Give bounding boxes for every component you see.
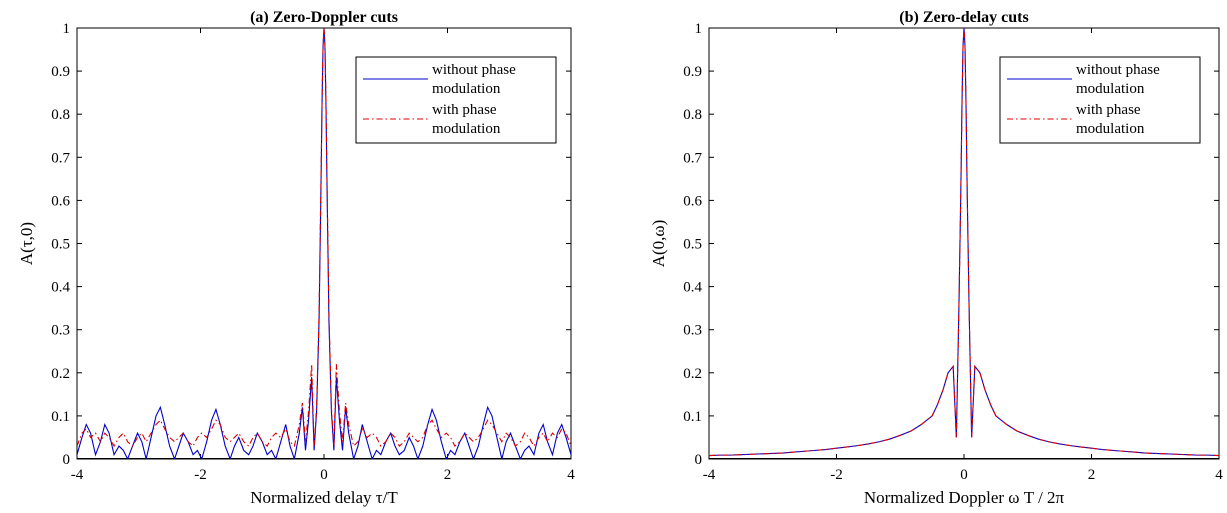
y-tick-label: 1 [695, 21, 703, 37]
legend: without phase modulation with phase modulat… [999, 56, 1201, 144]
chart-panel-a: 0 0.1 0.2 0.3 0.4 0.5 0.6 0.7 0.8 0.9 1 -4 -2 0 2 4 (a) … [17, 9, 575, 507]
x-tick-label: -4 [71, 467, 84, 483]
legend-box [355, 56, 557, 144]
x-tick-label: 0 [320, 467, 328, 483]
x-tick-label: 4 [567, 467, 575, 483]
y-axis-label: A(0,ω) [649, 220, 668, 268]
series-line-without-phase-modulation [77, 28, 571, 459]
legend: without phase modulation with phase modulat… [355, 56, 557, 144]
y-tick-label: 0.6 [51, 193, 70, 209]
legend-label: without phase [1076, 62, 1160, 78]
y-tick-label: 0.1 [683, 409, 702, 425]
y-tick-label: 0.5 [683, 237, 702, 253]
legend-label: modulation [432, 121, 501, 137]
y-tick-label: 0.9 [51, 64, 70, 80]
legend-label: modulation [1076, 121, 1145, 137]
y-tick-label: 0.8 [683, 107, 702, 123]
x-axis-label: Normalized delay τ/T [250, 488, 398, 507]
y-tick-label: 0 [63, 452, 71, 468]
y-tick-label: 0.7 [51, 150, 70, 166]
y-tick-label: 0.9 [683, 64, 702, 80]
series-line-with-phase-modulation [709, 28, 1219, 457]
chart-panel-b: 0 0.1 0.2 0.3 0.4 0.5 0.6 0.7 0.8 0.9 1 -4 -2 0 2 4 (b) … [649, 9, 1223, 507]
y-axis-label: A(τ,0) [17, 222, 36, 265]
x-tick-label: -2 [194, 467, 207, 483]
legend-label: with phase [1076, 102, 1141, 118]
y-tick-label: 0.7 [683, 150, 702, 166]
y-tick-label: 0.4 [51, 280, 70, 296]
y-tick-label: 0.3 [683, 323, 702, 339]
x-tick-label: 4 [1215, 467, 1223, 483]
y-tick-label: 0.6 [683, 193, 702, 209]
chart-title: (a) Zero-Doppler cuts [250, 9, 398, 26]
x-tick-label: 2 [1088, 467, 1096, 483]
series-line-with-phase-modulation [77, 28, 571, 448]
chart-title: (b) Zero-delay cuts [899, 9, 1028, 26]
legend-label: modulation [1076, 81, 1145, 97]
y-tick-label: 0.1 [51, 409, 70, 425]
y-tick-label: 0 [695, 452, 703, 468]
x-tick-label: 0 [960, 467, 968, 483]
y-tick-label: 1 [63, 21, 71, 37]
y-tick-label: 0.2 [683, 366, 702, 382]
y-tick-label: 0.3 [51, 323, 70, 339]
legend-label: with phase [432, 102, 497, 118]
y-tick-label: 0.2 [51, 366, 70, 382]
x-tick-label: -4 [703, 467, 716, 483]
y-tick-label: 0.5 [51, 237, 70, 253]
x-tick-label: -2 [830, 467, 843, 483]
y-tick-label: 0.8 [51, 107, 70, 123]
x-tick-label: 2 [444, 467, 452, 483]
x-axis-label: Normalized Doppler ω T / 2π [864, 488, 1065, 507]
y-tick-label: 0.4 [683, 280, 702, 296]
legend-label: without phase [432, 62, 516, 78]
legend-label: modulation [432, 81, 501, 97]
legend-box [999, 56, 1201, 144]
